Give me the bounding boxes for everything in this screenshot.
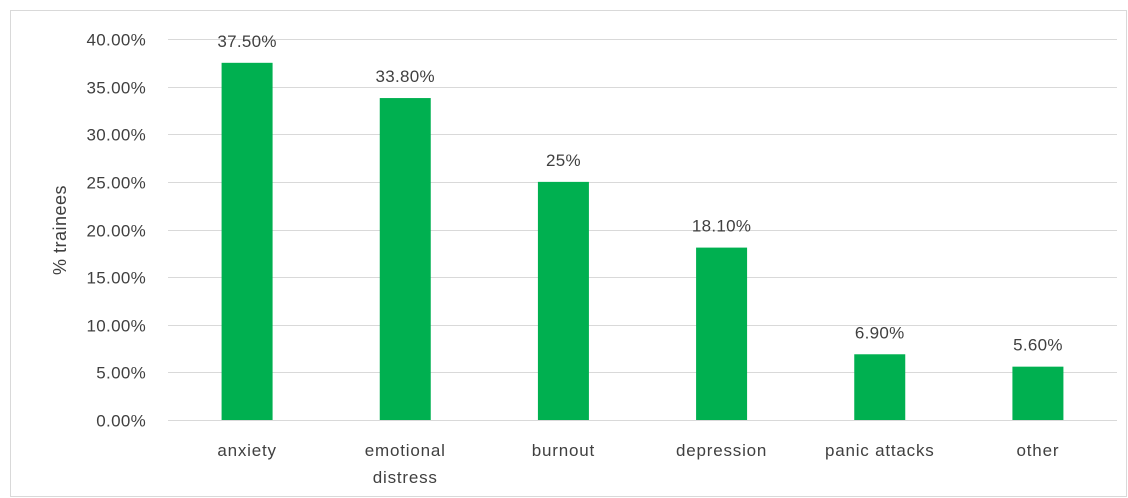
x-category-label: distress	[373, 468, 438, 487]
data-label: 18.10%	[692, 217, 751, 236]
y-axis-title: % trainees	[50, 185, 70, 275]
x-category-label: panic attacks	[825, 441, 935, 460]
bar	[854, 354, 906, 420]
bar	[379, 98, 431, 421]
data-label: 37.50%	[217, 32, 276, 51]
x-category-label: anxiety	[217, 441, 276, 460]
data-label: 6.90%	[855, 323, 905, 342]
y-tick-label: 25.00%	[87, 174, 146, 193]
data-label: 25%	[546, 151, 581, 170]
x-category-label: emotional	[365, 441, 446, 460]
x-axis-category-labels: anxiety emotional distress burnout depressio…	[217, 441, 1060, 487]
bar	[696, 247, 748, 420]
x-category-label: depression	[676, 441, 767, 460]
y-tick-label: 15.00%	[87, 269, 146, 288]
data-label: 33.80%	[376, 67, 435, 86]
gridlines	[168, 39, 1117, 421]
y-tick-label: 30.00%	[87, 126, 146, 145]
data-labels: 37.50% 33.80% 25% 18.10% 6.90% 5.60%	[217, 32, 1062, 355]
bar	[537, 181, 589, 420]
bar	[221, 62, 273, 420]
y-tick-label: 10.00%	[87, 317, 146, 336]
y-tick-label: 40.00%	[87, 31, 146, 50]
bar	[1012, 366, 1064, 420]
y-tick-label: 0.00%	[96, 412, 146, 431]
bars	[221, 62, 1064, 421]
y-tick-label: 20.00%	[87, 222, 146, 241]
x-category-label: burnout	[532, 441, 595, 460]
y-tick-label: 35.00%	[87, 79, 146, 98]
data-label: 5.60%	[1013, 336, 1063, 355]
y-axis-tick-labels: 0.00% 5.00% 10.00% 15.00% 20.00% 25.00% 30.00%…	[87, 31, 146, 431]
y-tick-label: 5.00%	[96, 364, 146, 383]
x-category-label: other	[1017, 441, 1060, 460]
